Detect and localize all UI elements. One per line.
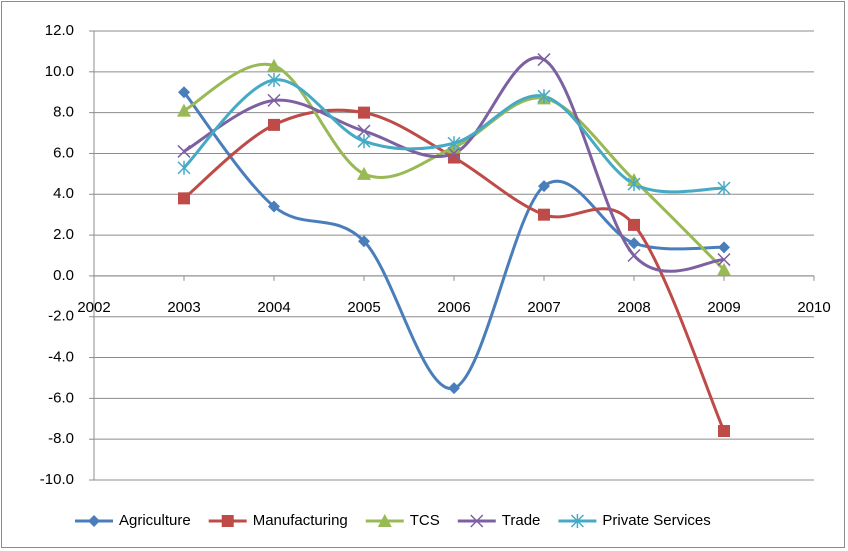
y-tick-label: -10.0 [40,471,74,488]
marker [627,248,641,263]
marker [447,146,461,160]
y-tick-label: 6.0 [53,144,74,161]
marker [178,192,190,205]
legend: Agriculture Manufacturing TCS Trade Private … [75,512,711,529]
marker [538,208,550,221]
legend-label: Manufacturing [253,512,348,529]
marker [268,200,280,213]
legend-marker [221,515,234,527]
marker [718,241,730,254]
marker [267,72,281,87]
marker [538,180,550,193]
y-tick-label: 8.0 [53,104,74,121]
legend-label: Private Services [602,512,710,529]
marker [177,103,191,117]
marker [448,151,460,164]
y-tick-label: 0.0 [53,267,74,284]
x-tick-label: 2009 [707,299,740,316]
x-tick-label: 2007 [527,299,560,316]
x-tick-label: 2003 [167,299,200,316]
marker [177,144,191,158]
y-tick-label: -2.0 [48,308,74,325]
marker [717,253,731,267]
legend-label: TCS [410,512,440,529]
marker [628,237,640,250]
x-tick-label: 2006 [437,299,470,316]
y-tick-label: -4.0 [48,349,74,366]
marker [717,181,731,196]
legend-marker [570,514,584,528]
x-tick-label: 2004 [257,299,290,316]
y-tick-label: 2.0 [53,226,74,243]
marker [358,235,370,248]
marker [357,124,371,138]
x-tick-label: 2005 [347,299,380,316]
legend-marker [377,514,392,527]
y-tick-label: 12.0 [45,22,74,39]
marker [537,89,551,104]
legend-label: Trade [502,512,541,529]
marker [717,262,731,276]
marker [448,382,460,395]
legend-marker [470,514,484,528]
marker [447,136,461,151]
legend-marker [88,515,100,527]
x-tick-label: 2010 [797,299,830,316]
marker [267,58,281,72]
marker [358,106,370,119]
marker [357,134,371,149]
marker [537,53,551,67]
y-tick-label: 10.0 [45,63,74,80]
x-tick-label: 2002 [77,299,110,316]
marker [267,93,281,107]
marker [268,118,280,131]
marker [357,166,371,180]
marker [178,86,190,99]
y-tick-label: -6.0 [48,389,74,406]
y-tick-label: -8.0 [48,430,74,447]
marker [718,425,730,438]
marker [628,218,640,231]
marker [627,177,641,192]
marker [177,160,191,175]
x-tick-label: 2008 [617,299,650,316]
y-tick-label: 4.0 [53,185,74,202]
legend-label: Agriculture [119,512,191,529]
